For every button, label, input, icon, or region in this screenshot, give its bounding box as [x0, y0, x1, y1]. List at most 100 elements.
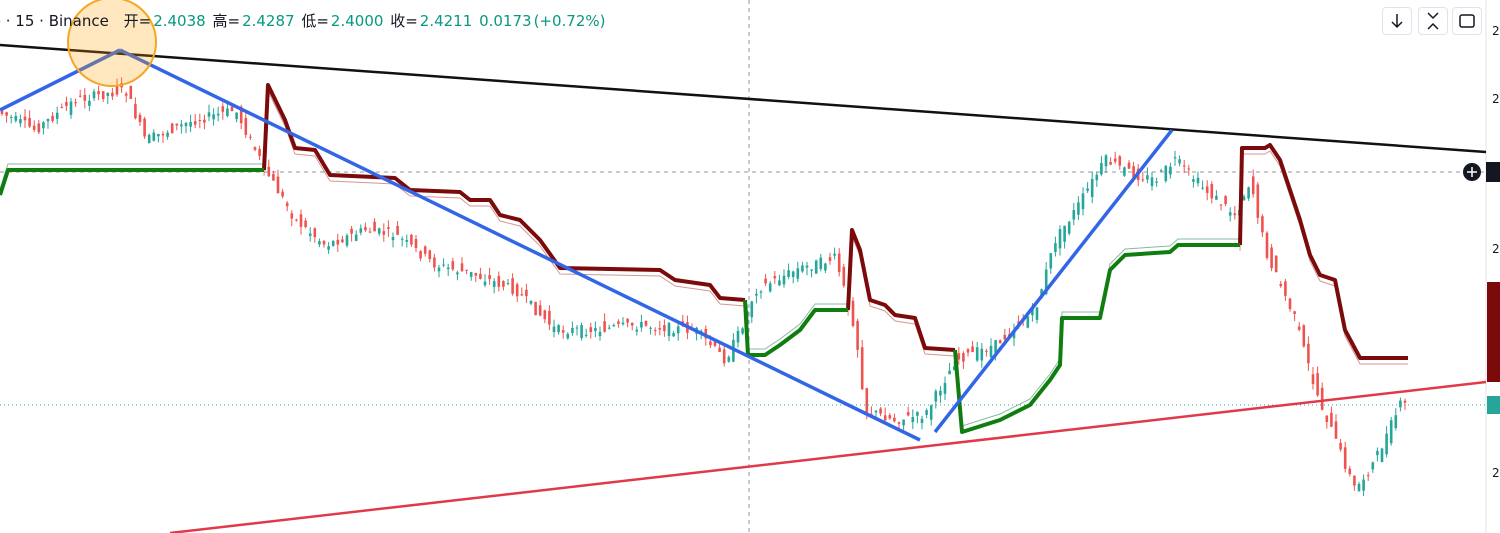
candle-body	[272, 173, 275, 181]
candle-body	[460, 263, 464, 272]
change-percent: (+0.72%)	[533, 12, 606, 30]
candle-body	[258, 148, 261, 156]
legend: 谷 · 15 · Binance 开=2.4038 高=2.4287 低=2.4…	[0, 10, 608, 31]
candle-body	[948, 370, 951, 375]
candle-body	[1141, 179, 1145, 181]
candle-body	[1003, 334, 1007, 340]
candle-body	[1182, 165, 1186, 167]
ohlc-value: 2.4287	[242, 12, 295, 30]
candle-body	[764, 278, 767, 284]
candle-body	[506, 283, 510, 285]
candle-body	[1077, 202, 1080, 215]
candle-body	[78, 95, 82, 97]
band-line	[847, 235, 956, 357]
candle-body	[396, 225, 399, 235]
candle-body	[414, 239, 418, 249]
candle-body	[1063, 225, 1066, 242]
candle-body	[525, 289, 528, 297]
candle-body	[1343, 447, 1347, 469]
candle-body	[1100, 163, 1103, 175]
ohlc-label: 高=	[212, 12, 241, 30]
candle-body	[1118, 156, 1122, 166]
candle-body	[906, 412, 910, 416]
candle-body	[534, 301, 537, 316]
candle-body	[727, 356, 731, 362]
candle-body	[1173, 157, 1177, 159]
candle-body	[635, 329, 639, 332]
candle-body	[897, 422, 901, 424]
candle-body	[874, 410, 878, 413]
candle-body	[1265, 232, 1269, 258]
candle-body	[230, 106, 234, 112]
candle-body	[166, 132, 169, 137]
candle-body	[511, 278, 514, 294]
candle-body	[870, 413, 873, 415]
candle-body	[750, 301, 754, 318]
candle-body	[644, 320, 648, 326]
candle-body	[833, 253, 836, 256]
candle-body	[92, 91, 96, 99]
candle-body	[1113, 158, 1117, 162]
candle-body	[1072, 210, 1076, 220]
candle-body	[617, 321, 620, 324]
candle-body	[934, 391, 938, 402]
scroll-down-button[interactable]	[1382, 7, 1412, 35]
candle-body	[111, 92, 114, 97]
candle-body	[359, 228, 363, 233]
candle-body	[515, 284, 519, 297]
candle-body	[1403, 400, 1407, 403]
candle-body	[391, 237, 395, 241]
up-line	[953, 243, 1240, 434]
candle-body	[759, 291, 763, 293]
ohlc-label: 收=	[390, 12, 418, 30]
candle-body	[778, 280, 781, 286]
candle-body	[1307, 343, 1310, 364]
candle-body	[327, 246, 330, 250]
candle-body	[37, 123, 41, 133]
candle-body	[1385, 433, 1388, 455]
candle-body	[184, 122, 188, 127]
candle-body	[129, 86, 133, 99]
candle-body	[860, 347, 864, 390]
candle-body	[1146, 175, 1149, 180]
candle-body	[736, 330, 740, 343]
candle-body	[212, 114, 215, 120]
candle-body	[584, 334, 588, 336]
ohlc-value: 2.4211	[419, 12, 473, 30]
candle-body	[1035, 307, 1039, 320]
candles	[0, 77, 1407, 497]
candle-body	[5, 112, 8, 116]
candle-body	[971, 346, 974, 352]
indicator	[0, 83, 1408, 434]
trend-down	[262, 83, 1408, 360]
axis-label: 2	[1492, 92, 1500, 106]
candle-body	[989, 345, 993, 358]
candle-body	[1086, 188, 1089, 191]
candle-body	[221, 106, 225, 112]
candle-body	[888, 415, 892, 419]
candle-body	[1127, 162, 1131, 169]
down-line	[846, 228, 956, 352]
candle-body	[428, 250, 432, 260]
candle-body	[290, 213, 294, 219]
candle-body	[400, 238, 404, 240]
candle-body	[405, 239, 409, 242]
candle-body	[805, 265, 809, 268]
candle-body	[626, 318, 629, 323]
candle-body	[768, 283, 772, 292]
candle-body	[911, 417, 915, 423]
candle-body	[1054, 243, 1057, 253]
candle-body	[1316, 373, 1319, 396]
candle-body	[9, 117, 13, 119]
collapse-button[interactable]	[1418, 7, 1448, 35]
candle-body	[594, 327, 597, 332]
fullscreen-button[interactable]	[1452, 7, 1482, 35]
trendline	[0, 48, 121, 112]
trend-up	[0, 168, 1240, 434]
candle-body	[244, 118, 248, 135]
candle-body	[676, 326, 680, 334]
candle-body	[842, 266, 846, 286]
candle-body	[147, 134, 151, 144]
candle-body	[198, 120, 202, 122]
